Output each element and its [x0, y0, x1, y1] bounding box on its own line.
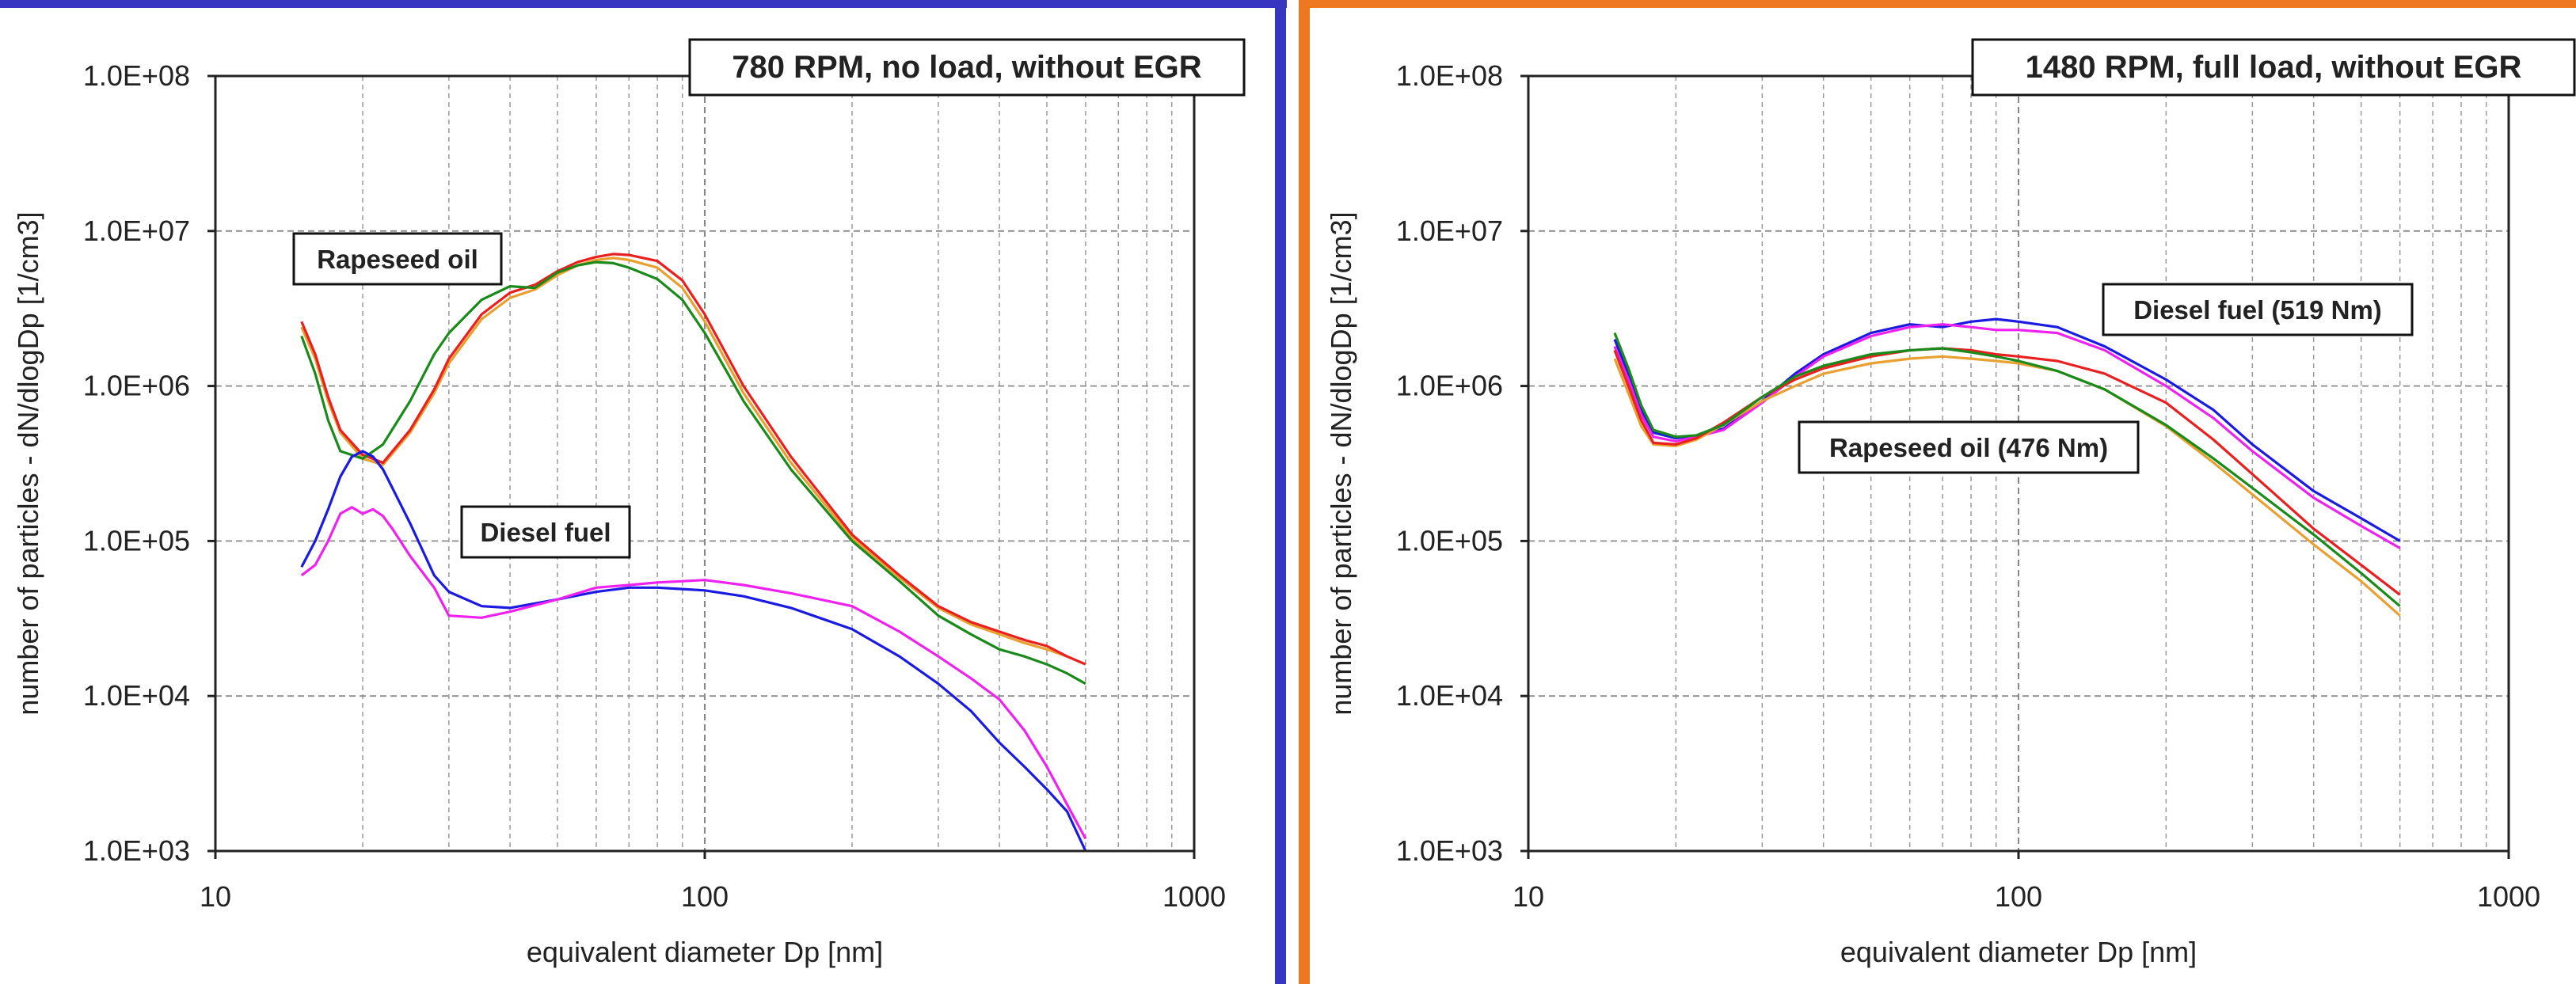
chart-right-series-group — [1613, 317, 2401, 617]
chart-right-title: 1480 RPM, full load, without EGR — [2026, 50, 2522, 85]
left-panel-top-border — [0, 0, 1287, 8]
y-tick-label: 1.0E+05 — [83, 524, 190, 557]
x-tick-label: 10 — [1512, 880, 1544, 913]
right-panel-left-border — [1299, 0, 1310, 984]
y-tick-label: 1.0E+07 — [1396, 215, 1503, 247]
chart-left-title-box: 780 RPM, no load, without EGR — [688, 38, 1246, 97]
chart-left-annotation-diesel-text: Diesel fuel — [480, 518, 611, 547]
chart-left-x-tick-labels: 10 100 1000 — [200, 851, 1226, 913]
right-panel-top-border — [1305, 0, 2576, 8]
y-tick-label: 1.0E+08 — [83, 59, 190, 92]
series-line-2 — [300, 260, 1086, 686]
chart-left-annotation-rapeseed: Rapeseed oil — [292, 232, 503, 286]
chart-right-x-axis-title: equivalent diameter Dp [nm] — [1840, 936, 2197, 968]
series-line-4 — [1613, 332, 2401, 607]
y-tick-label: 1.0E+06 — [1396, 370, 1503, 402]
chart-right-annotation-rapeseed-text: Rapeseed oil (476 Nm) — [1829, 433, 2108, 462]
left-panel-right-border — [1275, 0, 1286, 984]
y-tick-label: 1.0E+03 — [1396, 834, 1503, 867]
chart-left-series-group — [300, 253, 1087, 852]
series-line-1 — [300, 253, 1086, 666]
y-tick-label: 1.0E+07 — [83, 215, 190, 247]
y-tick-label: 1.0E+05 — [1396, 524, 1503, 557]
x-tick-label: 10 — [200, 880, 231, 913]
y-tick-label: 1.0E+06 — [83, 370, 190, 402]
chart-right-x-tick-labels: 10 100 1000 — [1512, 851, 2540, 913]
series-line-2 — [1613, 355, 2401, 617]
chart-left-annotation-diesel: Diesel fuel — [460, 505, 631, 559]
y-tick-label: 1.0E+08 — [1396, 59, 1503, 92]
series-line-1 — [1613, 323, 2401, 549]
x-tick-label: 100 — [681, 880, 729, 913]
y-tick-label: 1.0E+03 — [83, 834, 190, 867]
y-tick-label: 1.0E+04 — [1396, 679, 1503, 712]
chart-left-annotation-rapeseed-text: Rapeseed oil — [317, 245, 478, 274]
chart-left-y-axis-title: number of particles - dN/dlogDp [1/cm3] — [12, 211, 44, 715]
chart-right-annotation-diesel-text: Diesel fuel (519 Nm) — [2133, 295, 2382, 325]
chart-right: 1.0E+03 1.0E+04 1.0E+05 1.0E+06 1.0E+07 1.0E+… — [1325, 38, 2576, 968]
chart-left: 1.0E+03 1.0E+04 1.0E+05 1.0E+06 1.0E+07 1.0E+… — [12, 38, 1246, 968]
series-line-0 — [300, 256, 1086, 666]
x-tick-label: 1000 — [1162, 880, 1226, 913]
chart-left-y-tick-labels: 1.0E+03 1.0E+04 1.0E+05 1.0E+06 1.0E+07 1.0E+… — [83, 59, 215, 867]
chart-right-annotation-diesel: Diesel fuel (519 Nm) — [2102, 283, 2414, 336]
chart-left-title: 780 RPM, no load, without EGR — [732, 50, 1201, 85]
y-tick-label: 1.0E+04 — [83, 679, 190, 712]
chart-right-y-tick-labels: 1.0E+03 1.0E+04 1.0E+05 1.0E+06 1.0E+07 1.0E+… — [1396, 59, 1528, 867]
chart-right-title-box: 1480 RPM, full load, without EGR — [1971, 38, 2576, 97]
chart-right-y-axis-title: number of particles - dN/dlogDp [1/cm3] — [1325, 211, 1357, 715]
series-line-3 — [300, 450, 1087, 852]
chart-left-grid — [215, 76, 1194, 851]
series-line-4 — [300, 506, 1087, 840]
chart-right-annotation-rapeseed: Rapeseed oil (476 Nm) — [1798, 420, 2140, 474]
x-tick-label: 100 — [1995, 880, 2042, 913]
x-tick-label: 1000 — [2477, 880, 2540, 913]
chart-left-x-axis-title: equivalent diameter Dp [nm] — [527, 936, 883, 968]
